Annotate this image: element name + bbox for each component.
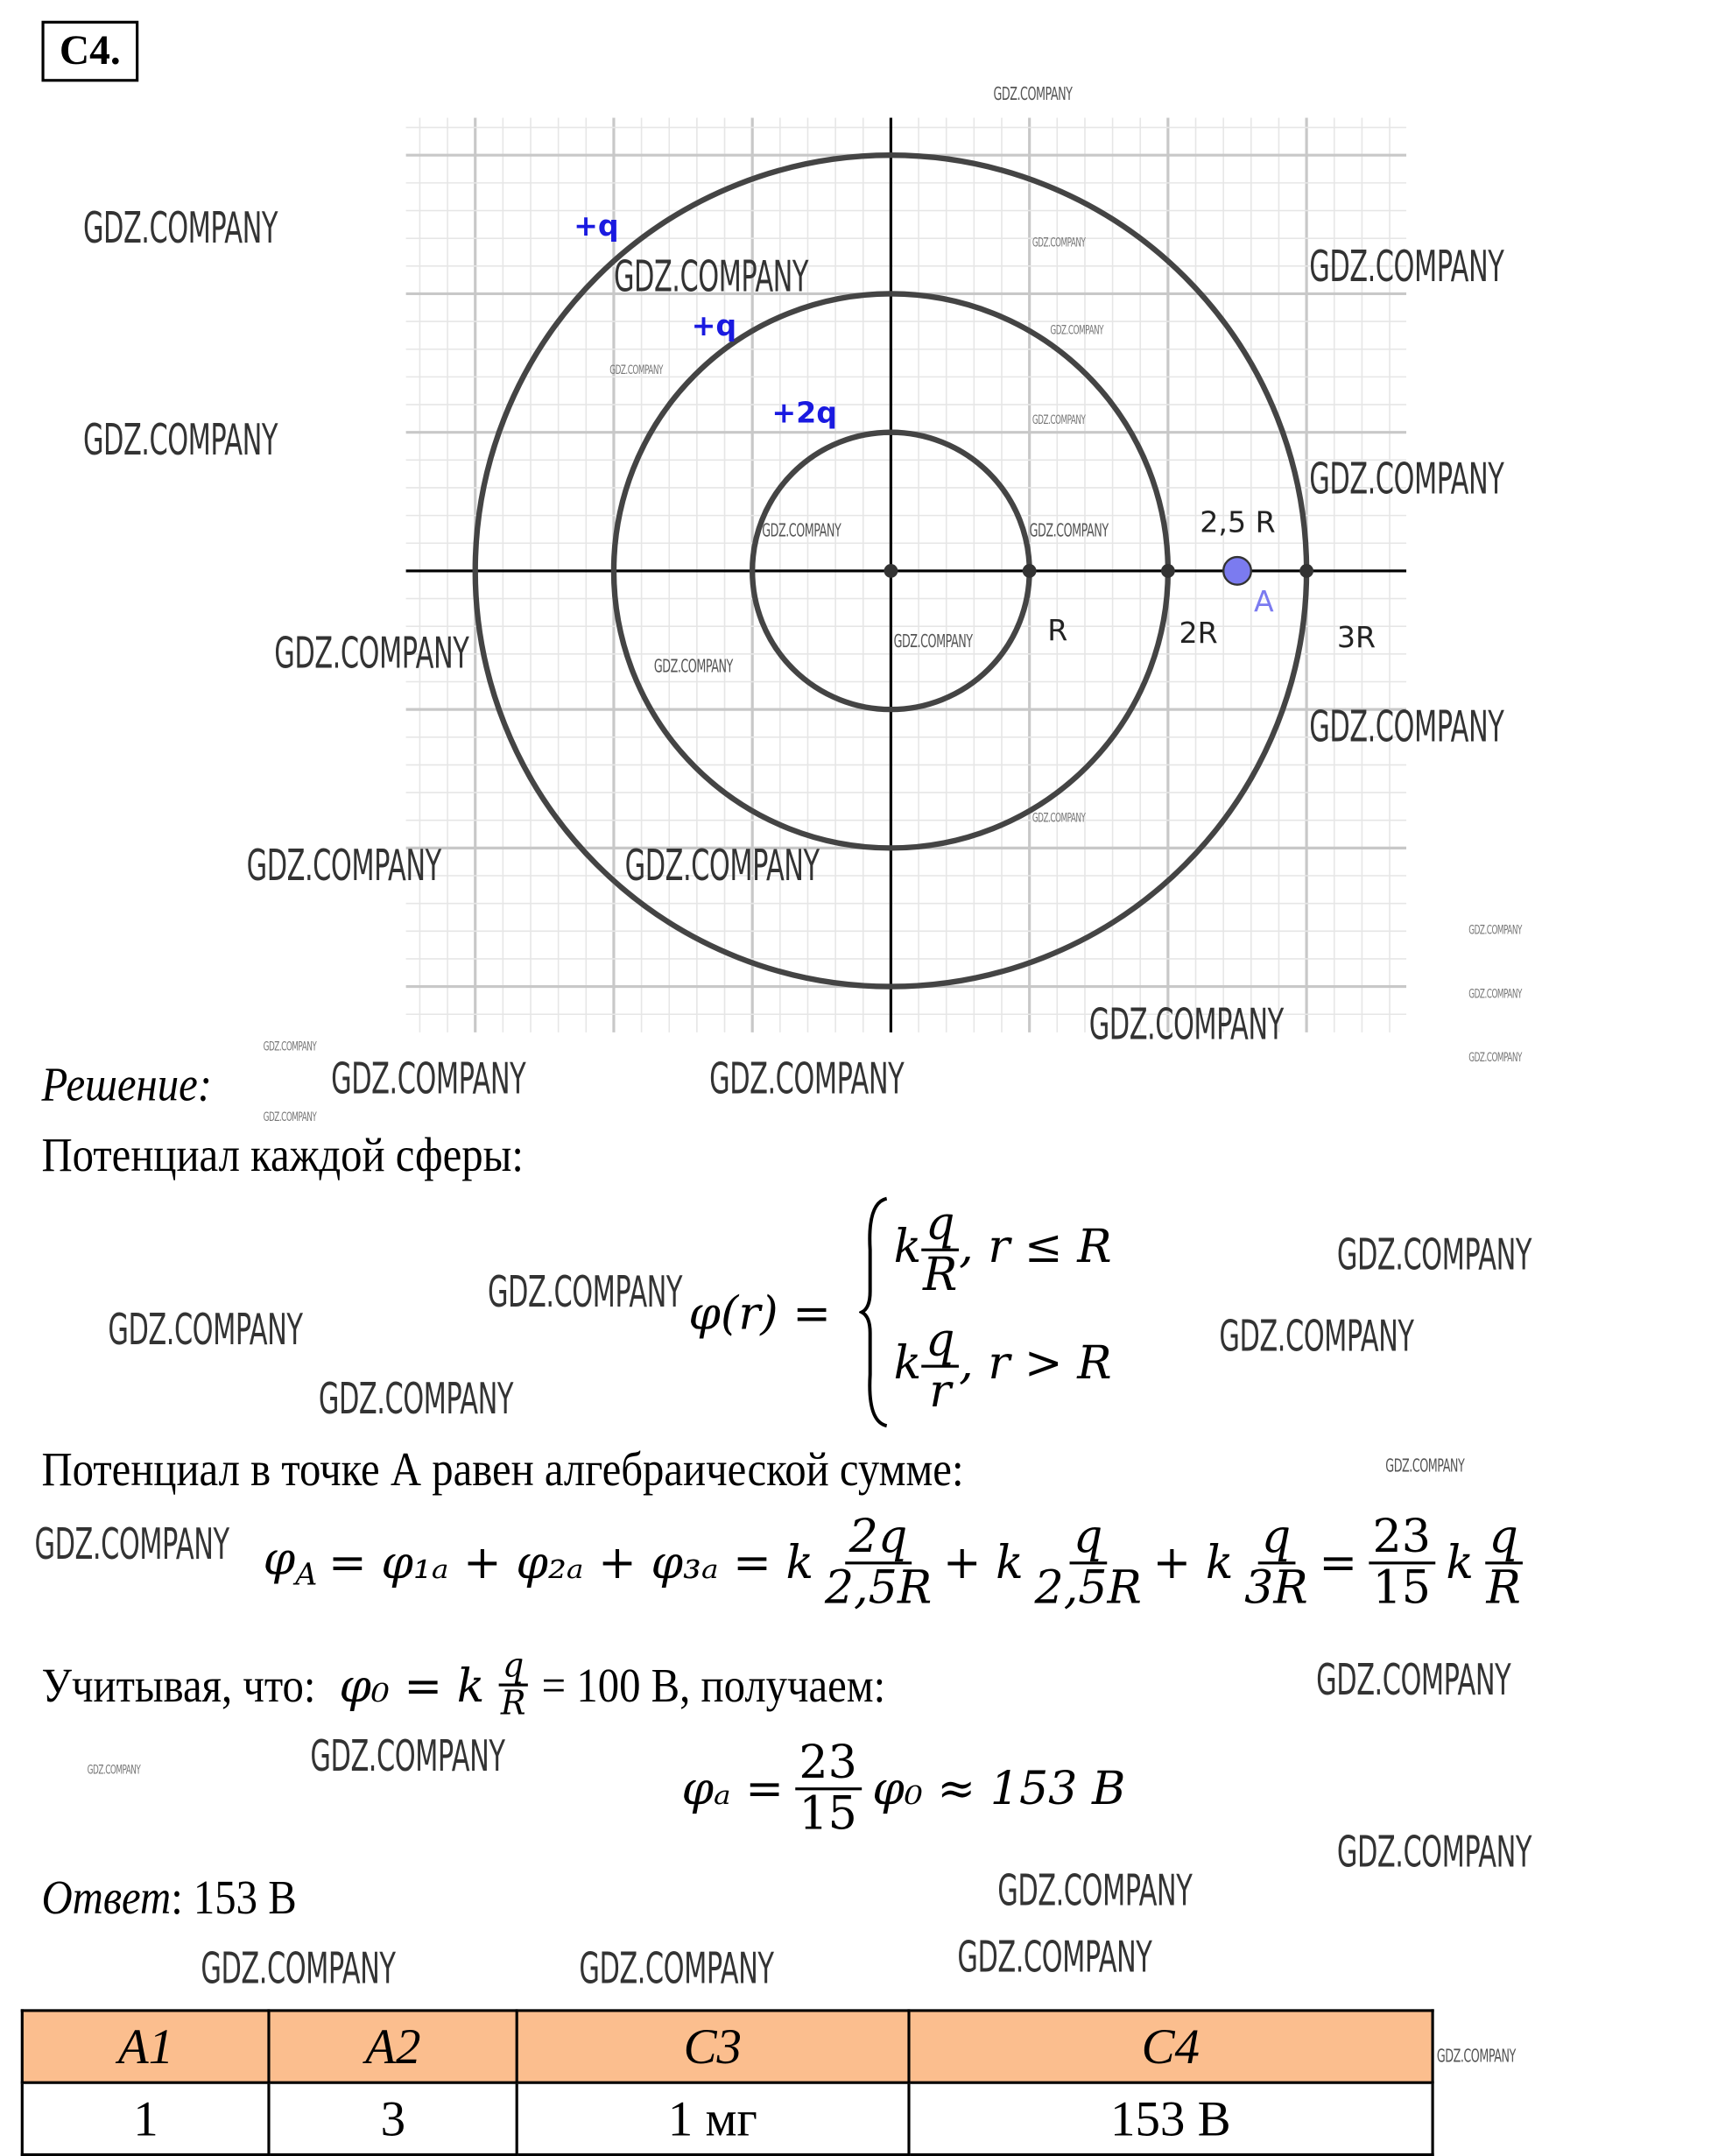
line-sphere-potential: Потенциал каждой сферы: bbox=[41, 1127, 524, 1182]
solution-heading: Решение: bbox=[41, 1057, 212, 1112]
watermark: GDZ.COMPANY bbox=[624, 841, 820, 891]
value-cell: 1 bbox=[20, 2081, 271, 2156]
watermark: GDZ.COMPANY bbox=[893, 631, 973, 653]
header-cell: A2 bbox=[268, 2009, 518, 2084]
watermark: GDZ.COMPANY bbox=[1468, 988, 1522, 1003]
watermark: GDZ.COMPANY bbox=[263, 1040, 317, 1055]
watermark: GDZ.COMPANY bbox=[1436, 2047, 1516, 2068]
watermark: GDZ.COMPANY bbox=[957, 1933, 1152, 1983]
phi-r-lhs: φ(r) = bbox=[688, 1286, 832, 1341]
watermark: GDZ.COMPANY bbox=[1309, 454, 1504, 504]
watermark: GDZ.COMPANY bbox=[579, 1943, 774, 1994]
watermark: GDZ.COMPANY bbox=[274, 629, 469, 680]
watermark: GDZ.COMPANY bbox=[1032, 236, 1086, 251]
sum-equation: φA = φ₁ₐ + φ₂ₐ + φ₃ₐ = k 2q 2,5R + k q 2,5… bbox=[263, 1509, 1523, 1614]
watermark: GDZ.COMPANY bbox=[1336, 1230, 1532, 1281]
point-label: A bbox=[1254, 584, 1274, 618]
watermark: GDZ.COMPANY bbox=[82, 203, 278, 254]
watermark: GDZ.COMPANY bbox=[87, 1764, 141, 1779]
charge-label: +q bbox=[574, 208, 619, 243]
result-equation: φₐ = 23 15 φ₀ ≈ 153 В bbox=[681, 1735, 1126, 1840]
watermark: GDZ.COMPANY bbox=[1468, 924, 1522, 939]
header-cell: C3 bbox=[515, 2009, 911, 2084]
watermark: GDZ.COMPANY bbox=[1309, 242, 1504, 292]
watermark: GDZ.COMPANY bbox=[1050, 324, 1104, 339]
value-cell: 153 В bbox=[906, 2081, 1434, 2156]
charge-label: +q bbox=[692, 308, 737, 342]
charge-label: +2q bbox=[771, 396, 837, 430]
axis-point bbox=[1299, 563, 1314, 578]
axis-point bbox=[1022, 563, 1037, 578]
watermark: GDZ.COMPANY bbox=[993, 84, 1073, 106]
point-a bbox=[1222, 555, 1253, 586]
radius-label: 3R bbox=[1337, 620, 1376, 654]
answer-line: Ответ: 153 В bbox=[41, 1871, 297, 1925]
watermark: GDZ.COMPANY bbox=[1468, 1051, 1522, 1066]
watermark: GDZ.COMPANY bbox=[263, 1111, 317, 1125]
problem-label: C4. bbox=[41, 20, 139, 82]
concentric-spheres-diagram: +q +q +2q 2,5 R A R 2R 3R bbox=[405, 117, 1407, 1032]
answers-table: A1 A2 C3 C4 1 3 1 мг 153 В bbox=[20, 2009, 1434, 2156]
watermark: GDZ.COMPANY bbox=[1032, 414, 1086, 428]
watermark: GDZ.COMPANY bbox=[310, 1731, 505, 1782]
watermark: GDZ.COMPANY bbox=[1029, 520, 1109, 542]
watermark: GDZ.COMPANY bbox=[1032, 812, 1086, 827]
watermark: GDZ.COMPANY bbox=[1316, 1655, 1511, 1706]
watermark: GDZ.COMPANY bbox=[1088, 1000, 1285, 1051]
axis-point bbox=[884, 563, 898, 578]
watermark: GDZ.COMPANY bbox=[246, 841, 442, 891]
watermark: GDZ.COMPANY bbox=[653, 657, 733, 678]
watermark: GDZ.COMPANY bbox=[1219, 1312, 1414, 1363]
watermark: GDZ.COMPANY bbox=[709, 1054, 905, 1105]
watermark: GDZ.COMPANY bbox=[613, 251, 809, 302]
header-cell: A1 bbox=[20, 2009, 271, 2084]
watermark: GDZ.COMPANY bbox=[331, 1054, 526, 1105]
header-cell: C4 bbox=[906, 2009, 1434, 2084]
watermark: GDZ.COMPANY bbox=[1385, 1455, 1465, 1477]
watermark: GDZ.COMPANY bbox=[1336, 1828, 1532, 1878]
table-header-row: A1 A2 C3 C4 bbox=[20, 2009, 1434, 2084]
table-row: 1 3 1 мг 153 В bbox=[20, 2081, 1434, 2156]
watermark: GDZ.COMPANY bbox=[318, 1374, 514, 1425]
radius-label: 2R bbox=[1179, 616, 1218, 650]
watermark: GDZ.COMPANY bbox=[487, 1267, 683, 1318]
watermark: GDZ.COMPANY bbox=[762, 520, 841, 542]
value-cell: 3 bbox=[268, 2081, 518, 2156]
watermark: GDZ.COMPANY bbox=[82, 415, 278, 466]
radius-label: R bbox=[1047, 613, 1067, 647]
left-brace bbox=[859, 1196, 888, 1428]
watermark: GDZ.COMPANY bbox=[1309, 702, 1504, 753]
point-position-label: 2,5 R bbox=[1200, 505, 1275, 539]
watermark: GDZ.COMPANY bbox=[609, 364, 663, 378]
watermark: GDZ.COMPANY bbox=[34, 1519, 230, 1570]
watermark: GDZ.COMPANY bbox=[108, 1305, 303, 1356]
watermark: GDZ.COMPANY bbox=[997, 1866, 1193, 1917]
value-cell: 1 мг bbox=[515, 2081, 911, 2156]
axis-point bbox=[1160, 563, 1175, 578]
line-point-potential: Потенциал в точке А равен алгебраической… bbox=[41, 1442, 964, 1497]
watermark: GDZ.COMPANY bbox=[201, 1943, 396, 1994]
